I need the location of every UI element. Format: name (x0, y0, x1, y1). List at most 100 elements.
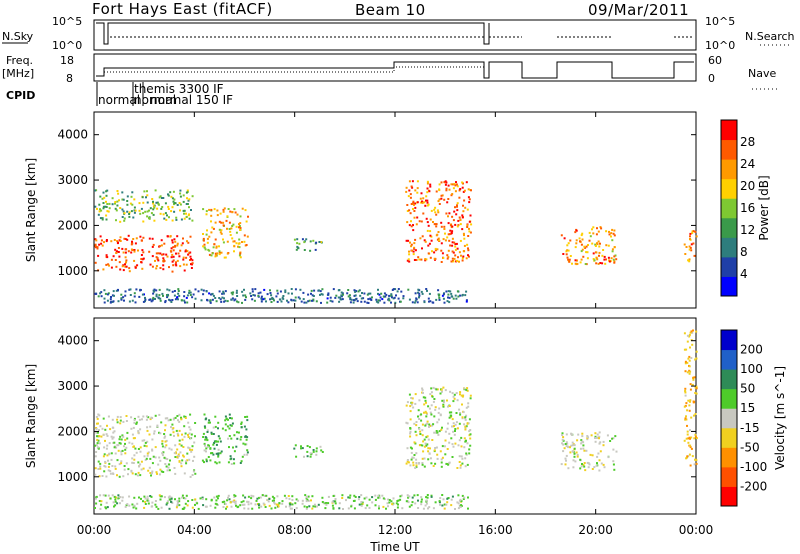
data-cell (139, 450, 142, 453)
data-cell (181, 438, 184, 441)
data-cell (597, 230, 600, 233)
data-cell (438, 189, 441, 192)
clutter-cell (143, 506, 146, 509)
data-cell (174, 244, 177, 247)
data-cell (180, 444, 183, 447)
data-cell (123, 465, 126, 467)
clutter-cell (317, 289, 320, 292)
clutter-cell (299, 288, 302, 291)
data-cell (598, 437, 600, 440)
clutter-cell (241, 301, 243, 304)
data-cell (458, 439, 461, 442)
data-cell (412, 461, 415, 464)
data-cell (429, 230, 432, 233)
clutter-cell (123, 299, 125, 302)
clutter-cell (253, 299, 256, 302)
data-cell (210, 220, 212, 223)
data-cell (142, 257, 145, 260)
data-cell (459, 464, 462, 467)
clutter-cell (95, 292, 98, 295)
data-cell (582, 255, 585, 258)
clutter-cell (413, 494, 416, 497)
data-cell (456, 467, 459, 469)
data-cell (407, 195, 410, 198)
data-cell (171, 428, 174, 431)
data-cell (121, 208, 124, 211)
data-cell (583, 245, 586, 248)
data-cell (456, 185, 459, 188)
x-axis-label: Time UT (369, 540, 420, 554)
data-cell (566, 244, 569, 247)
data-cell (114, 207, 117, 210)
data-cell (179, 203, 182, 206)
clutter-cell (259, 496, 262, 499)
data-cell (410, 225, 413, 228)
data-cell (442, 405, 445, 408)
data-cell (418, 427, 421, 430)
data-cell (141, 249, 144, 252)
data-cell (688, 258, 691, 261)
data-cell (585, 251, 588, 254)
data-cell (96, 207, 98, 210)
data-cell (412, 224, 414, 227)
data-cell (413, 242, 416, 245)
data-cell (102, 205, 105, 208)
data-cell (427, 438, 430, 441)
clutter-cell (132, 506, 135, 509)
clutter-cell (126, 503, 129, 506)
clutter-cell (128, 504, 131, 507)
data-cell (169, 459, 171, 462)
data-cell (442, 257, 445, 259)
data-cell (133, 249, 136, 251)
data-cell (565, 454, 568, 457)
data-cell (96, 446, 99, 449)
data-cell (409, 418, 412, 421)
data-cell (216, 214, 219, 217)
clutter-cell (360, 300, 363, 303)
data-cell (218, 228, 221, 231)
data-cell (406, 221, 409, 224)
clutter-cell (189, 294, 192, 296)
data-cell (459, 391, 462, 394)
data-cell (452, 430, 455, 433)
clutter-cell (349, 296, 352, 299)
data-cell (451, 425, 453, 428)
data-cell (685, 418, 688, 421)
clutter-cell (313, 289, 316, 292)
clutter-cell (95, 502, 98, 505)
clutter-cell (116, 502, 119, 505)
data-cell (184, 432, 187, 435)
clutter-cell (265, 494, 268, 497)
clutter-cell (379, 296, 382, 299)
data-cell (595, 464, 598, 467)
data-cell (467, 422, 470, 425)
data-cell (218, 253, 221, 256)
data-cell (170, 247, 173, 250)
clutter-cell (377, 496, 380, 499)
data-cell (600, 462, 603, 465)
clutter-cell (378, 507, 380, 510)
clutter-cell (230, 291, 233, 294)
data-cell (243, 425, 246, 428)
data-cell (581, 232, 584, 235)
clutter-cell (176, 503, 179, 506)
data-cell (188, 206, 190, 209)
data-cell (421, 387, 424, 390)
data-cell (461, 228, 464, 231)
data-cell (565, 433, 568, 436)
data-cell (165, 465, 168, 468)
data-cell (117, 247, 120, 249)
data-cell (123, 217, 126, 220)
data-cell (231, 237, 234, 240)
data-cell (418, 399, 421, 402)
data-cell (203, 413, 206, 416)
data-cell (448, 462, 451, 465)
clutter-cell (414, 299, 417, 302)
data-cell (469, 231, 472, 234)
clutter-cell (416, 301, 419, 304)
data-cell (125, 420, 128, 422)
clutter-cell (227, 496, 229, 499)
cpid-mode-3: normal (134, 93, 176, 107)
data-cell (569, 446, 571, 449)
data-cell (692, 242, 695, 245)
